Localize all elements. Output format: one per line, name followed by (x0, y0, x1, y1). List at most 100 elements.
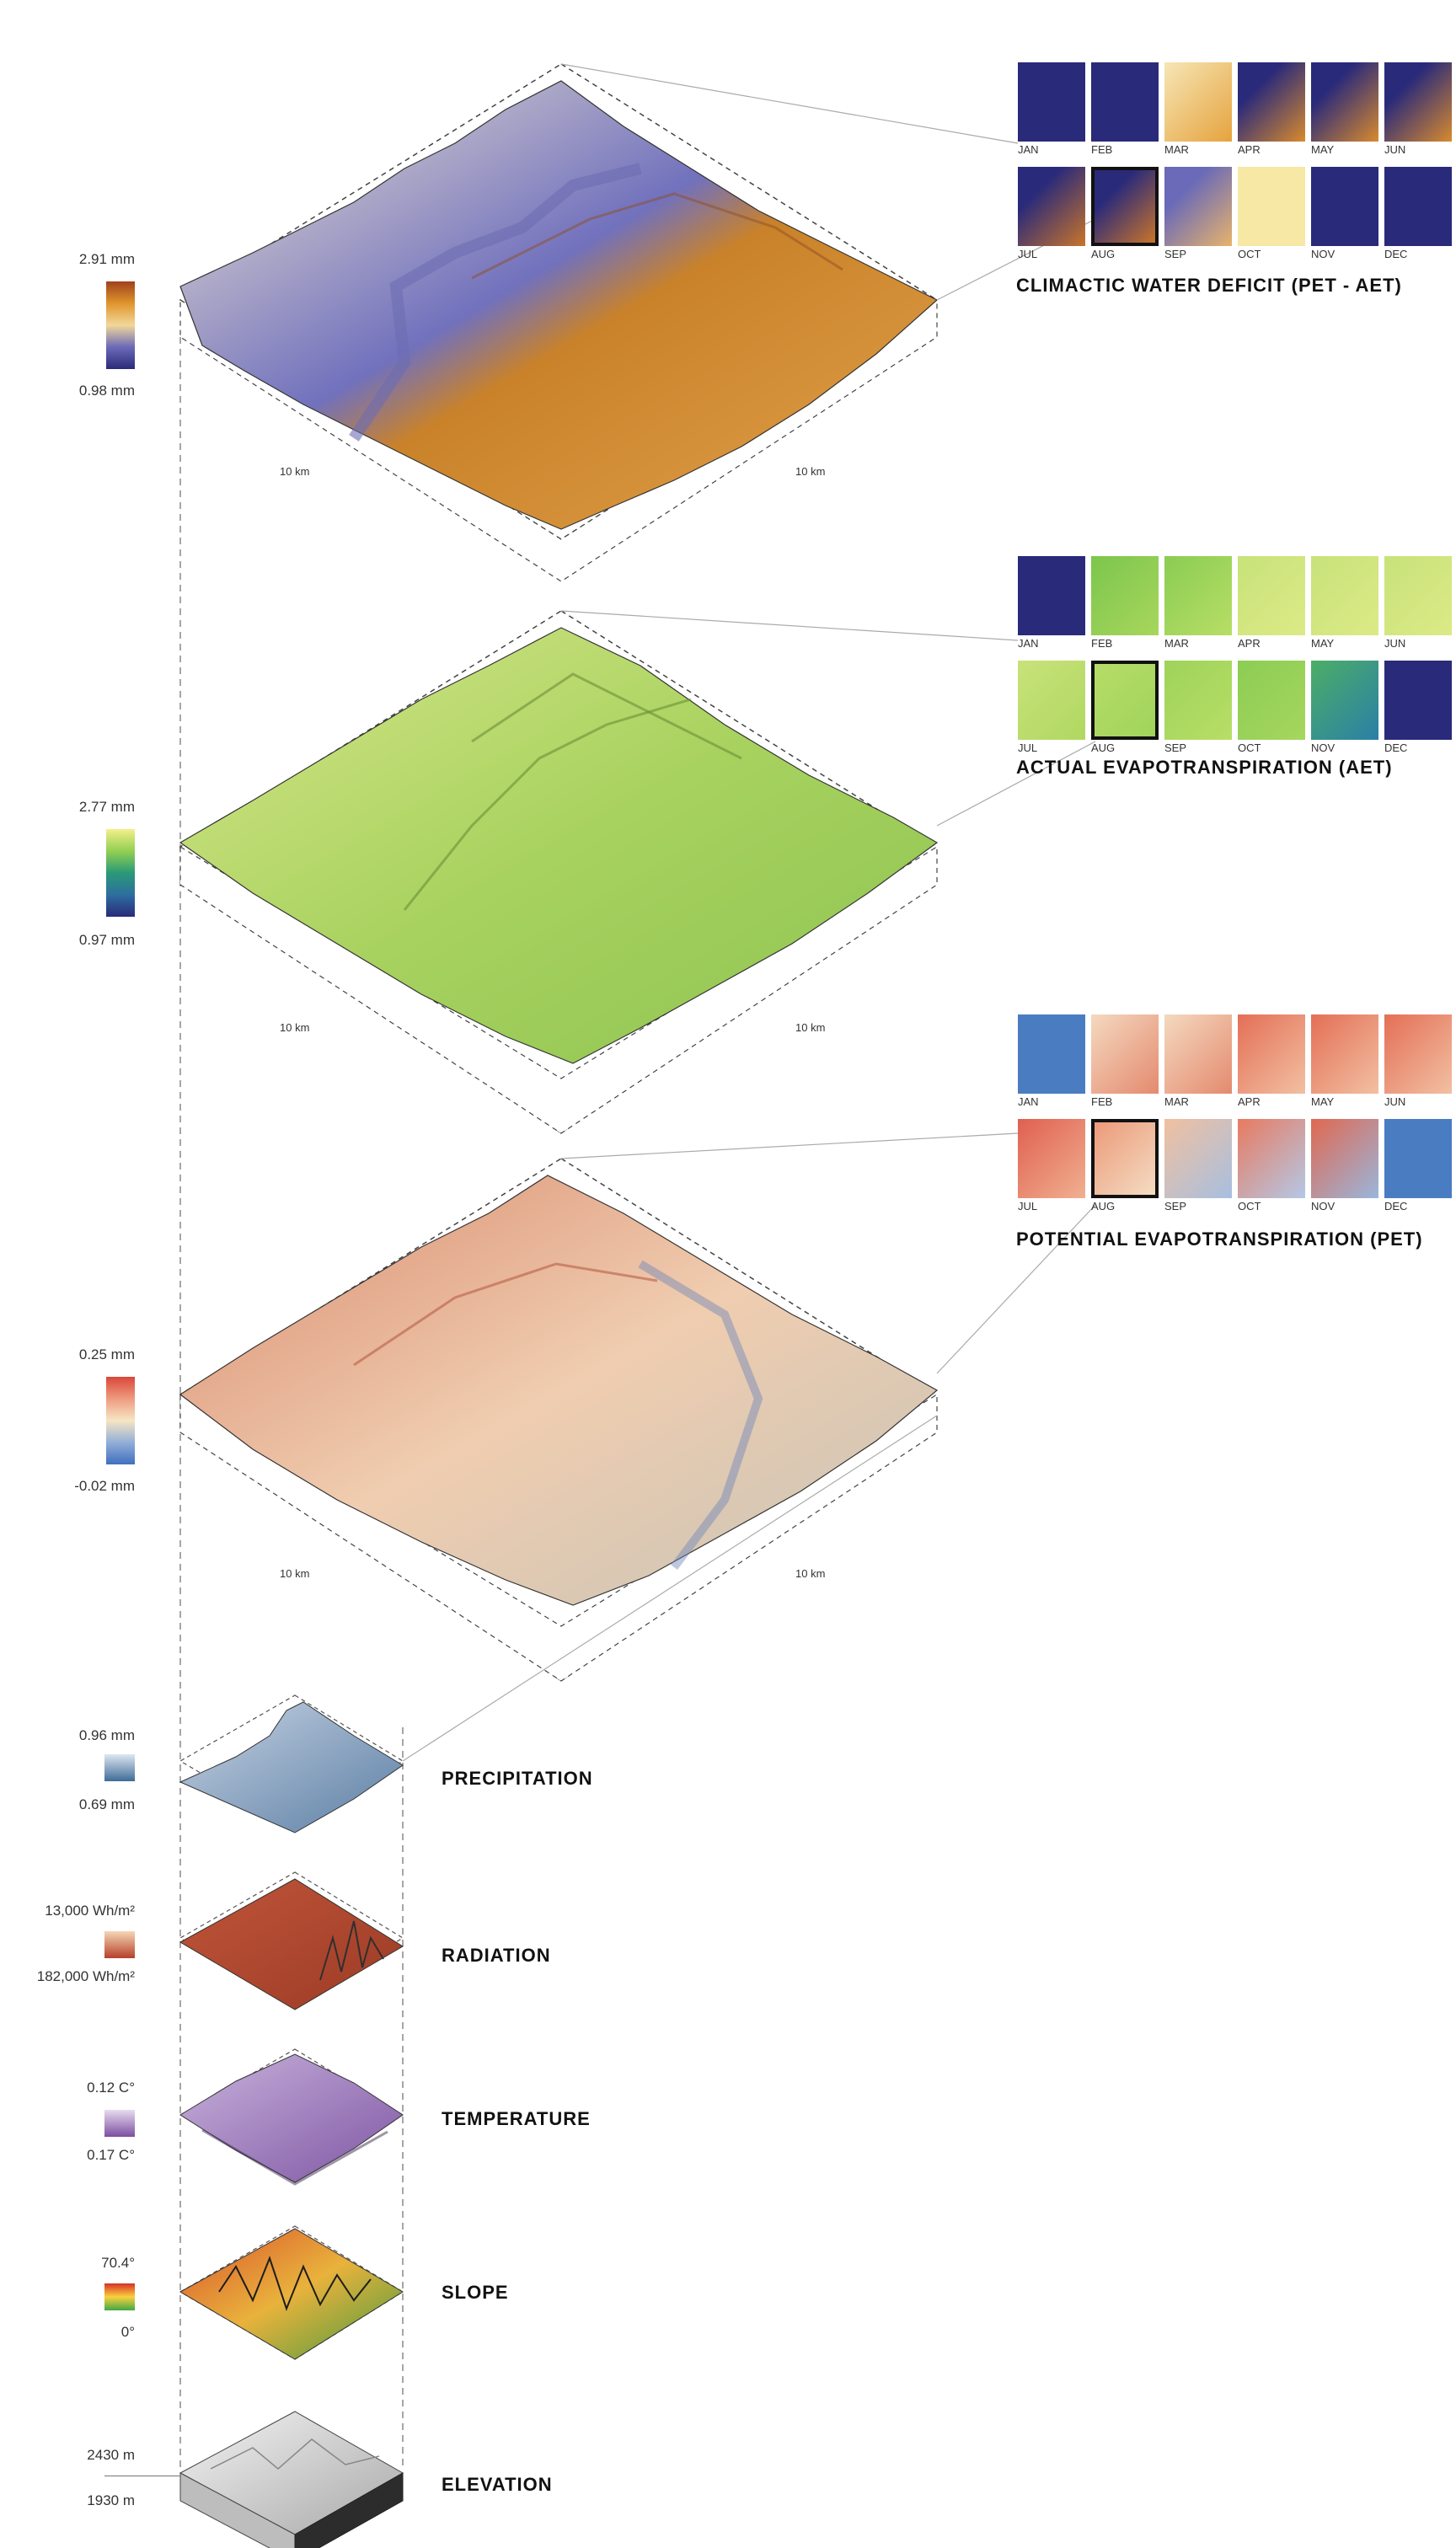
thumb-aet-oct (1238, 661, 1305, 740)
month-label-aet-nov: NOV (1311, 741, 1336, 754)
cwd-title: CLIMACTIC WATER DEFICIT (PET - AET) (1016, 275, 1402, 296)
month-label-cwd-nov: NOV (1311, 248, 1336, 260)
cwd-km-left: 10 km (280, 465, 310, 478)
month-label-cwd-jun: JUN (1384, 143, 1406, 156)
aet-color-bar (106, 829, 135, 917)
month-label-cwd-oct: OCT (1238, 248, 1261, 260)
month-label-pet-apr: APR (1238, 1095, 1261, 1108)
month-label-pet-nov: NOV (1311, 1200, 1336, 1212)
slope-color-bar (104, 2283, 135, 2310)
pet-scale-min: -0.02 mm (74, 1478, 135, 1494)
pet-color-bar (106, 1377, 135, 1464)
month-label-aet-feb: FEB (1091, 637, 1113, 650)
thumb-cwd-jul (1018, 167, 1085, 246)
thumb-aet-mar (1164, 556, 1232, 635)
thumb-aet-dec (1384, 661, 1452, 740)
thumb-aet-sep (1164, 661, 1232, 740)
thumb-pet-oct (1238, 1119, 1305, 1198)
aet-scale-min: 0.97 mm (78, 932, 135, 948)
month-label-pet-sep: SEP (1164, 1200, 1187, 1212)
pet-scale-max: 0.25 mm (78, 1346, 135, 1362)
thumb-pet-dec (1384, 1119, 1452, 1198)
thumb-pet-may (1311, 1014, 1378, 1094)
thumb-pet-jun (1384, 1014, 1452, 1094)
month-label-pet-mar: MAR (1164, 1095, 1189, 1108)
radiation-block (179, 1871, 404, 2010)
cwd-color-bar (106, 281, 135, 369)
month-label-pet-jan: JAN (1018, 1095, 1039, 1108)
thumb-cwd-jan (1018, 62, 1085, 142)
month-label-aet-apr: APR (1238, 637, 1261, 650)
thumb-cwd-apr (1238, 62, 1305, 142)
thumb-pet-feb (1091, 1014, 1159, 1094)
thumb-pet-sep (1164, 1119, 1232, 1198)
precip-scale-min: 0.69 mm (78, 1796, 135, 1812)
thumb-aet-aug (1091, 661, 1159, 740)
temp-color-bar (104, 2110, 135, 2137)
month-label-pet-jul: JUL (1018, 1200, 1038, 1212)
month-label-pet-may: MAY (1311, 1095, 1335, 1108)
thumb-pet-mar (1164, 1014, 1232, 1094)
month-label-cwd-sep: SEP (1164, 248, 1187, 260)
thumb-cwd-mar (1164, 62, 1232, 142)
cwd-scale-max: 2.91 mm (78, 251, 135, 267)
month-label-pet-dec: DEC (1384, 1200, 1408, 1212)
month-label-aet-sep: SEP (1164, 741, 1187, 754)
month-label-cwd-jan: JAN (1018, 143, 1039, 156)
rad-scale-min: 182,000 Wh/m² (36, 1968, 135, 1984)
elev-title: ELEVATION (442, 2474, 553, 2495)
pet-km-left: 10 km (280, 1567, 310, 1580)
temperature-block (179, 2048, 404, 2186)
month-label-cwd-dec: DEC (1384, 248, 1408, 260)
thumb-pet-aug (1091, 1119, 1159, 1198)
month-label-aet-aug: AUG (1091, 741, 1116, 754)
rad-title: RADIATION (442, 1945, 551, 1966)
pet-title: POTENTIAL EVAPOTRANSPIRATION (PET) (1016, 1228, 1423, 1250)
aet-terrain (179, 610, 939, 1134)
month-label-aet-jan: JAN (1018, 637, 1039, 650)
thumb-aet-feb (1091, 556, 1159, 635)
pet-km-right: 10 km (795, 1567, 826, 1580)
elev-scale-min: 1930 m (87, 2492, 135, 2508)
month-label-cwd-jul: JUL (1018, 248, 1038, 260)
aet-scale-max: 2.77 mm (78, 799, 135, 815)
cwd-scale-min: 0.98 mm (78, 383, 135, 399)
thumb-pet-nov (1311, 1119, 1378, 1198)
month-label-pet-feb: FEB (1091, 1095, 1113, 1108)
month-label-aet-mar: MAR (1164, 637, 1189, 650)
thumb-cwd-may (1311, 62, 1378, 142)
month-label-aet-jun: JUN (1384, 637, 1406, 650)
slope-scale-min: 0° (120, 2324, 135, 2340)
elev-scale-max: 2430 m (87, 2447, 135, 2463)
month-label-pet-oct: OCT (1238, 1200, 1261, 1212)
precip-color-bar (104, 1754, 135, 1781)
precip-block (179, 1694, 404, 1833)
cwd-terrain (179, 63, 939, 582)
temp-scale-min: 0.17 C° (87, 2147, 135, 2163)
thumb-aet-jun (1384, 556, 1452, 635)
month-label-pet-jun: JUN (1384, 1095, 1406, 1108)
thumb-aet-may (1311, 556, 1378, 635)
rad-scale-max: 13,000 Wh/m² (45, 1903, 135, 1919)
thumb-cwd-jun (1384, 62, 1452, 142)
slope-block (179, 2225, 404, 2360)
thumb-aet-apr (1238, 556, 1305, 635)
month-label-aet-jul: JUL (1018, 741, 1038, 754)
month-label-cwd-mar: MAR (1164, 143, 1189, 156)
temp-scale-max: 0.12 C° (87, 2080, 135, 2096)
thumb-pet-apr (1238, 1014, 1305, 1094)
connector-lines (402, 63, 1096, 1762)
aet-km-left: 10 km (280, 1021, 310, 1034)
slope-title: SLOPE (442, 2282, 509, 2303)
month-label-cwd-may: MAY (1311, 143, 1335, 156)
temp-title: TEMPERATURE (442, 2108, 591, 2129)
month-label-aet-oct: OCT (1238, 741, 1261, 754)
thumb-cwd-oct (1238, 167, 1305, 246)
month-label-aet-may: MAY (1311, 637, 1335, 650)
month-label-pet-aug: AUG (1091, 1200, 1116, 1212)
cwd-km-right: 10 km (795, 465, 826, 478)
precip-title: PRECIPITATION (442, 1768, 593, 1789)
thumb-aet-jan (1018, 556, 1085, 635)
thumb-cwd-nov (1311, 167, 1378, 246)
